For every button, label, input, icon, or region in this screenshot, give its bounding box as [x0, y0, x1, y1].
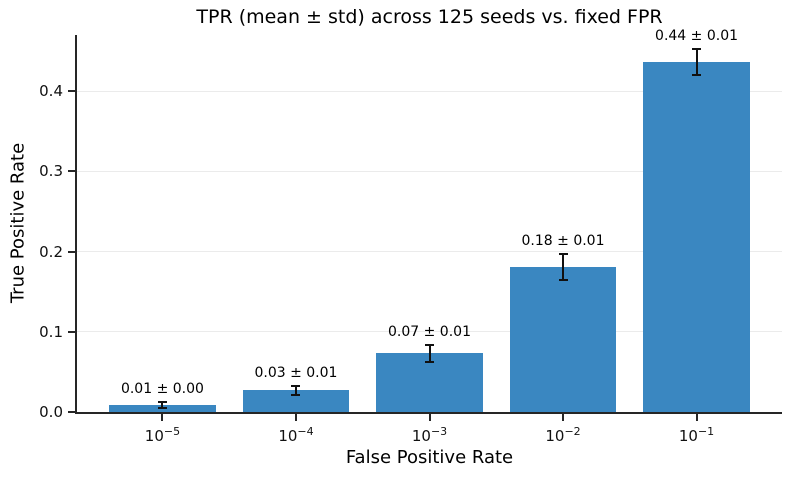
y-gridline [77, 251, 782, 253]
error-bar-cap [692, 48, 702, 51]
y-tick-label: 0.0 [39, 403, 63, 421]
error-bar-cap [425, 343, 434, 346]
error-bar-cap [157, 406, 167, 409]
x-tick-label: 10−2 [523, 422, 603, 446]
x-tickmark [562, 414, 565, 421]
error-bar-line [428, 344, 431, 363]
y-tickmark [68, 250, 75, 253]
y-tickmark [68, 170, 75, 173]
y-tick-label: 0.3 [39, 162, 63, 181]
error-bar-cap [425, 361, 434, 364]
y-gridline [77, 90, 782, 92]
bar-value-label: 0.44 ± 0.01 [655, 28, 739, 45]
y-tickmark [68, 411, 75, 413]
x-axis-label: False Positive Rate [345, 447, 514, 468]
x-tickmark [161, 414, 164, 421]
x-tick-label: 10−4 [256, 422, 336, 446]
y-gridline [77, 331, 782, 333]
error-bar-cap [558, 278, 568, 281]
bar [643, 62, 750, 412]
y-tick-label: 0.4 [39, 82, 63, 101]
x-tick-label: 10−3 [390, 422, 470, 446]
error-bar-line [562, 253, 565, 280]
y-tick-label: 0.2 [39, 242, 63, 261]
y-gridline [77, 170, 782, 172]
x-tickmark [428, 414, 431, 421]
x-tick-exponent: −3 [430, 425, 448, 438]
y-axis-spine [75, 35, 77, 414]
x-tick-label: 10−1 [657, 422, 737, 446]
x-axis-spine [75, 412, 782, 414]
x-tick-base: 10 [144, 427, 164, 445]
chart-title: TPR (mean ± std) across 125 seeds vs. fi… [196, 6, 663, 28]
x-tickmark [294, 414, 297, 421]
bar-value-label: 0.03 ± 0.01 [254, 364, 338, 381]
x-tick-exponent: −4 [297, 425, 314, 438]
bar [509, 266, 617, 412]
error-bar-line [695, 49, 698, 76]
bar [242, 390, 350, 412]
bar-value-label: 0.07 ± 0.01 [388, 323, 471, 340]
x-tick-base: 10 [545, 427, 565, 445]
error-bar-cap [558, 252, 568, 255]
error-bar-cap [692, 74, 702, 77]
y-tick-label: 0.1 [39, 322, 63, 341]
x-tick-base: 10 [278, 427, 298, 445]
error-bar-cap [291, 384, 301, 387]
y-tickmark [68, 330, 75, 333]
x-tick-exponent: −1 [697, 425, 715, 438]
error-bar-line [161, 401, 164, 408]
error-bar-cap [157, 400, 167, 403]
x-tickmark [695, 414, 698, 421]
x-tick-exponent: −5 [163, 425, 181, 438]
x-tick-label: 10−5 [122, 422, 202, 446]
x-tick-base: 10 [678, 427, 698, 445]
x-tick-base: 10 [411, 427, 431, 445]
error-bar-line [294, 385, 297, 396]
bar-value-label: 0.18 ± 0.01 [521, 232, 605, 249]
y-tickmark [68, 90, 75, 93]
error-bar-cap [291, 394, 301, 397]
bar-value-label: 0.01 ± 0.00 [120, 380, 204, 397]
x-tick-exponent: −2 [564, 425, 581, 438]
